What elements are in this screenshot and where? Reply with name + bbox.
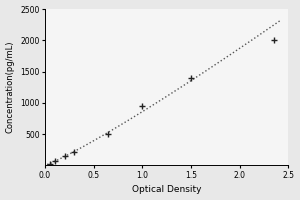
Y-axis label: Concentration(pg/mL): Concentration(pg/mL) [6, 41, 15, 133]
X-axis label: Optical Density: Optical Density [132, 185, 202, 194]
